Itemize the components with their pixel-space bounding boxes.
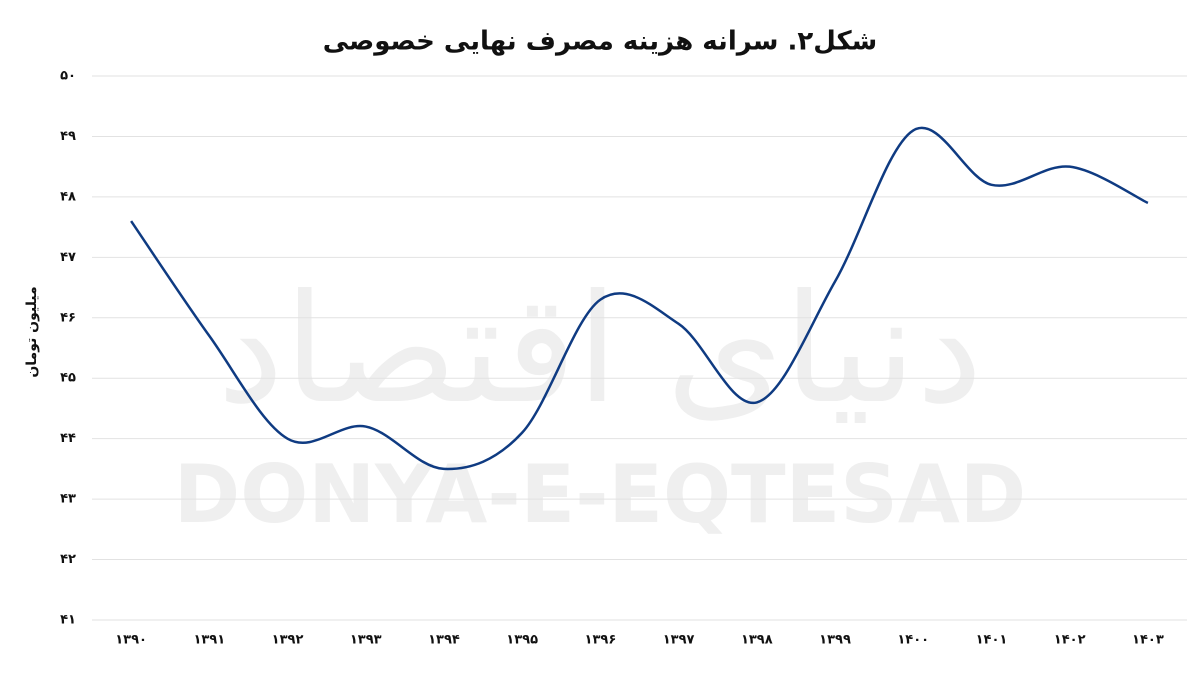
y-tick-label: ۴۷ bbox=[60, 250, 76, 265]
x-tick-label: ۱۳۹۴ bbox=[428, 633, 460, 648]
x-tick-label: ۱۳۹۶ bbox=[585, 633, 617, 648]
x-tick-label: ۱۳۹۷ bbox=[663, 633, 695, 648]
x-tick-label: ۱۳۹۵ bbox=[506, 633, 538, 648]
x-tick-label: ۱۳۹۱ bbox=[193, 633, 225, 648]
y-tick-label: ۴۹ bbox=[60, 129, 76, 144]
x-tick-label: ۱۴۰۱ bbox=[976, 633, 1008, 648]
x-tick-label: ۱۳۹۰ bbox=[115, 633, 147, 648]
y-tick-label: ۴۱ bbox=[60, 613, 76, 628]
y-tick-label: ۴۳ bbox=[60, 492, 76, 507]
y-tick-label: ۴۶ bbox=[60, 310, 76, 325]
y-tick-label: ۴۴ bbox=[60, 431, 76, 446]
y-tick-label: ۴۸ bbox=[60, 189, 76, 204]
x-tick-label: ۱۳۹۳ bbox=[350, 633, 382, 648]
watermark: DONYA-E-EQTESAD bbox=[174, 448, 1026, 541]
x-tick-label: ۱۳۹۹ bbox=[819, 633, 851, 648]
y-tick-label: ۴۵ bbox=[60, 371, 76, 386]
line bbox=[130, 126, 1149, 471]
x-tick-label: ۱۴۰۳ bbox=[1132, 633, 1164, 648]
x-tick-label: ۱۳۹۸ bbox=[741, 633, 773, 648]
y-tick-label: ۵۰ bbox=[60, 69, 76, 84]
x-tick-label: ۱۴۰۲ bbox=[1054, 633, 1086, 648]
chart-title: شکل۲. سرانه هزینه مصرف نهایی خصوصی bbox=[323, 27, 877, 57]
x-tick-label: ۱۳۹۲ bbox=[272, 633, 304, 648]
y-axis-label: میلیون تومان bbox=[24, 286, 40, 377]
x-tick-label: ۱۴۰۰ bbox=[897, 633, 929, 648]
watermark: دنیای اقتصاد bbox=[217, 263, 983, 437]
y-tick-label: ۴۲ bbox=[60, 552, 76, 567]
